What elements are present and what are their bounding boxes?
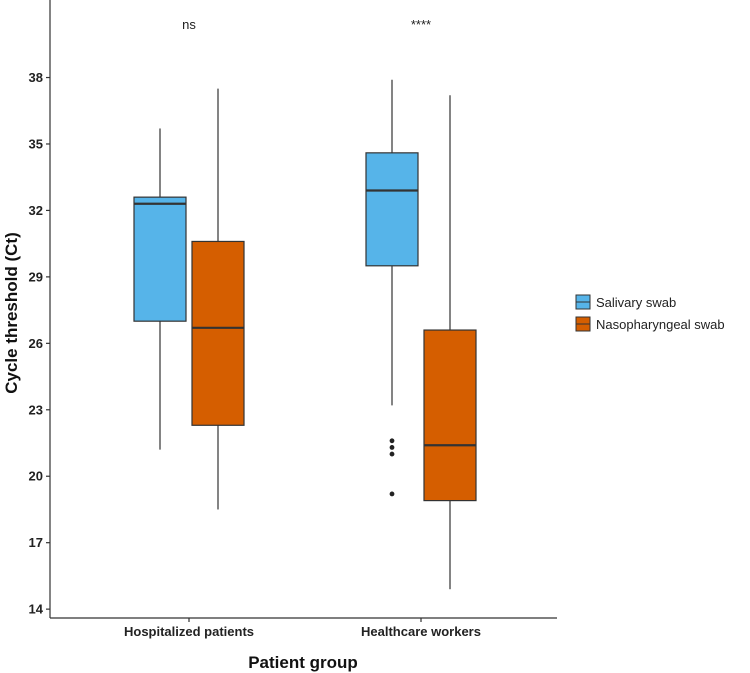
box-group (191, 88, 245, 510)
y-tick-label: 35 (29, 136, 43, 151)
legend-label: Salivary swab (596, 295, 676, 310)
outlier-point (389, 451, 395, 457)
y-axis-title: Cycle threshold (Ct) (2, 232, 21, 394)
legend-key (575, 316, 591, 332)
y-tick-label: 23 (29, 402, 43, 417)
box (133, 196, 187, 322)
box (191, 240, 245, 426)
x-tick-label: Healthcare workers (361, 624, 481, 639)
outlier-point (389, 438, 395, 444)
legend-label: Nasopharyngeal swab (596, 317, 725, 332)
x-axis-title: Patient group (248, 653, 358, 672)
y-tick-label: 26 (29, 336, 43, 351)
box (423, 329, 477, 502)
y-tick-label: 32 (29, 203, 43, 218)
axes: 14 17 20 23 26 29 32 35 38 Hospitalized patients H… (29, 0, 557, 639)
legend: Salivary swab Nasopharyngeal swab (575, 294, 725, 332)
box-group (365, 79, 419, 497)
y-tick-label: 14 (29, 602, 44, 617)
y-tick-label: 29 (29, 269, 43, 284)
outlier-point (389, 445, 395, 450)
outlier-point (389, 491, 395, 497)
box-group (133, 128, 187, 450)
significance-label: ns (182, 17, 196, 32)
box-group (423, 95, 477, 590)
x-tick-label: Hospitalized patients (124, 624, 254, 639)
y-tick-label: 38 (29, 70, 43, 85)
plot-area: ns **** (133, 17, 477, 590)
y-tick-label: 17 (29, 535, 43, 550)
y-tick-label: 20 (29, 469, 43, 484)
box (365, 152, 419, 267)
legend-key (575, 294, 591, 310)
significance-label: **** (411, 17, 431, 32)
